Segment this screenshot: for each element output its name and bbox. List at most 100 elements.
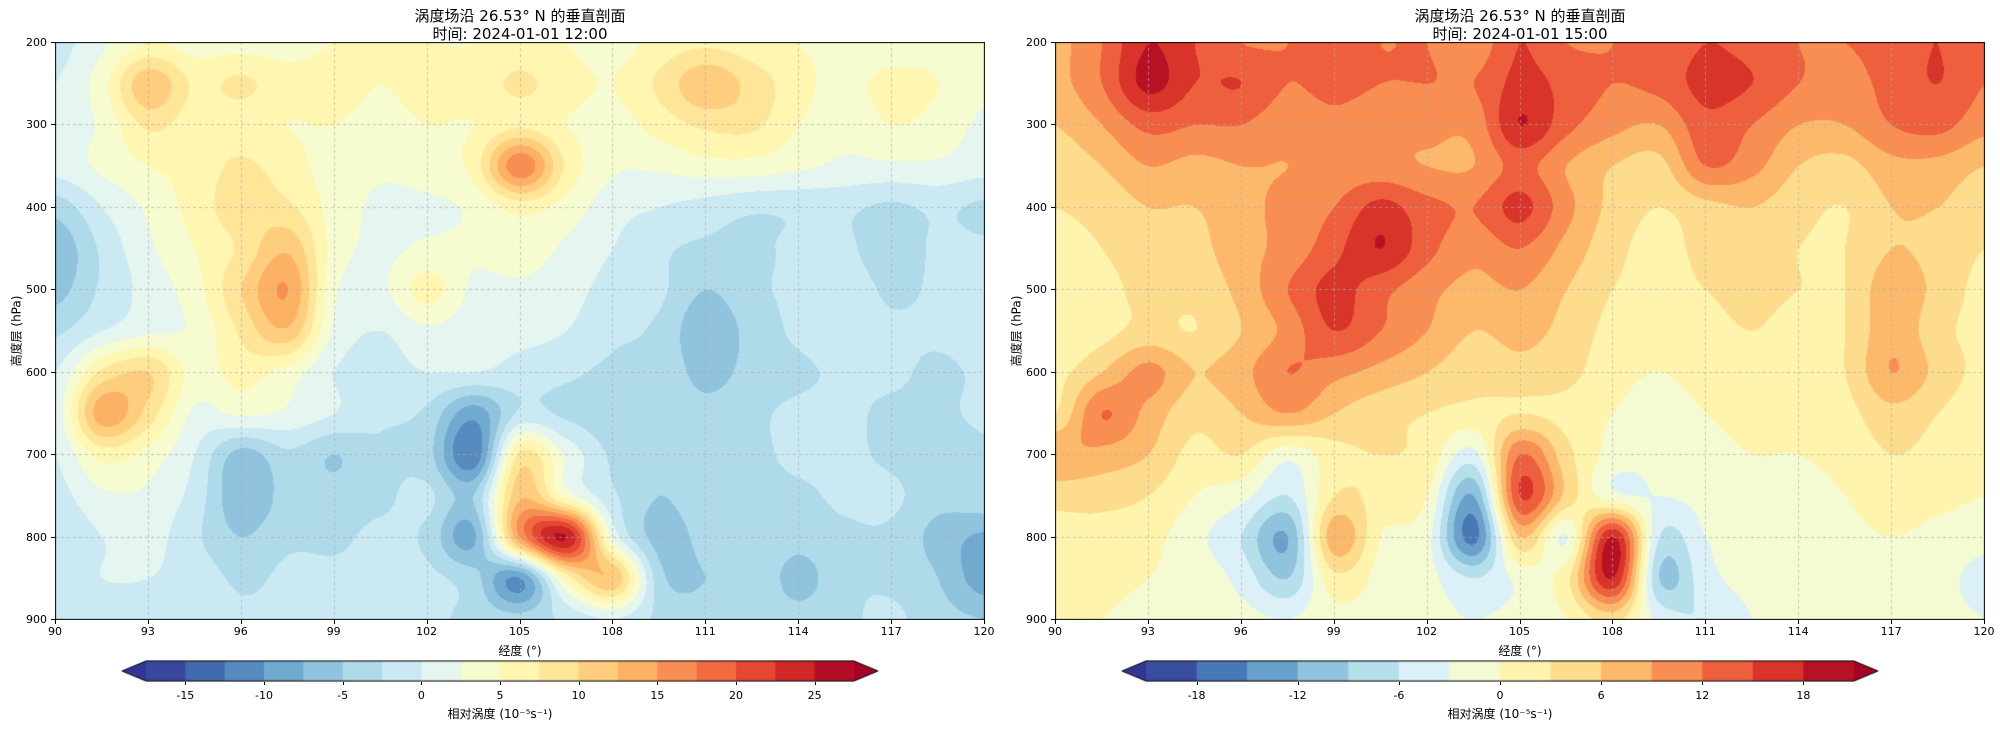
colorbar-tick-label: -5 xyxy=(337,689,349,702)
x-tick-mark xyxy=(1519,620,1521,624)
y-tick-mark xyxy=(51,42,55,43)
colorbar-tick-label: 25 xyxy=(807,689,822,702)
x-tick-label: 96 xyxy=(233,625,248,638)
y-axis-label: 高度层 (hPa) xyxy=(9,295,24,367)
y-tick-mark xyxy=(51,124,55,126)
colorbar-tick-label: 5 xyxy=(496,689,504,702)
colorbar-tick-label: 0 xyxy=(417,689,425,702)
colorbar-tick-mark xyxy=(264,682,265,685)
colorbar-tick-label: 15 xyxy=(650,689,665,702)
colorbar-tick-mark xyxy=(814,682,816,685)
x-tick-mark xyxy=(519,620,521,624)
y-tick-mark xyxy=(51,206,55,208)
x-tick-mark xyxy=(1240,620,1242,624)
x-axis-label: 经度 (°) xyxy=(498,644,542,658)
y-tick-mark xyxy=(1051,42,1055,43)
y-tick-label: 600 xyxy=(26,365,47,379)
x-tick-mark xyxy=(1798,620,1800,624)
colorbar-tick-label: -18 xyxy=(1187,689,1206,702)
x-axis-label: 经度 (°) xyxy=(1498,644,1542,658)
x-tick-label: 114 xyxy=(1787,625,1809,638)
x-tick-label: 117 xyxy=(1880,625,1902,638)
x-tick-mark xyxy=(1426,620,1428,624)
chart-subtitle-time: 时间: 2024-01-01 15:00 xyxy=(1432,25,1608,43)
colorbar-tick-mark xyxy=(736,682,737,685)
x-tick-label: 90 xyxy=(1048,625,1062,638)
y-tick-mark xyxy=(51,619,55,620)
y-tick-label: 800 xyxy=(1026,530,1047,544)
x-tick-mark xyxy=(333,620,335,624)
colorbar-tick-mark xyxy=(342,682,344,685)
x-tick-label: 114 xyxy=(787,625,809,638)
colorbar-tick-mark xyxy=(185,682,187,685)
y-tick-mark xyxy=(1051,124,1055,126)
figure-1500: 涡度场沿 26.53° N 的垂直剖面 时间: 2024-01-01 15:00… xyxy=(1000,0,2000,737)
colorbar-canvas xyxy=(1120,660,1880,682)
x-tick-mark xyxy=(612,620,614,624)
x-tick-label: 105 xyxy=(509,625,530,638)
colorbar-tick-label: -6 xyxy=(1393,689,1405,702)
x-tick-label: 90 xyxy=(48,625,62,638)
colorbar-tick-mark xyxy=(1601,682,1603,685)
y-tick-label: 400 xyxy=(26,200,47,214)
y-tick-label: 500 xyxy=(26,283,47,297)
x-tick-mark xyxy=(147,620,149,624)
x-tick-label: 102 xyxy=(416,625,438,638)
y-tick-mark xyxy=(1051,536,1055,538)
colorbar-tick-label: 12 xyxy=(1695,689,1710,702)
y-tick-label: 300 xyxy=(26,118,47,132)
colorbar-tick-mark xyxy=(1196,682,1198,685)
x-tick-mark xyxy=(705,620,707,624)
y-tick-label: 200 xyxy=(26,36,47,49)
y-tick-label: 900 xyxy=(26,613,47,626)
x-tick-mark xyxy=(1705,620,1707,624)
colorbar-tick-label: 10 xyxy=(571,689,586,702)
chart-subtitle-time: 时间: 2024-01-01 12:00 xyxy=(432,25,608,43)
chart-title: 涡度场沿 26.53° N 的垂直剖面 xyxy=(414,7,626,25)
colorbar-tick-label: 18 xyxy=(1796,689,1811,702)
x-tick-mark xyxy=(798,620,800,624)
contour-plot-canvas xyxy=(55,42,985,620)
colorbar-label: 相对涡度 (10⁻⁵s⁻¹) xyxy=(447,707,553,721)
y-tick-label: 500 xyxy=(1026,283,1047,297)
y-tick-mark xyxy=(51,536,55,538)
x-tick-label: 102 xyxy=(1416,625,1438,638)
colorbar-tick-label: -10 xyxy=(255,689,273,702)
colorbar-canvas xyxy=(120,660,880,682)
colorbar-tick-mark xyxy=(500,682,501,685)
colorbar-tick-mark xyxy=(1500,682,1501,685)
x-tick-label: 111 xyxy=(1694,625,1716,638)
y-tick-label: 700 xyxy=(26,448,47,462)
x-tick-label: 111 xyxy=(694,625,716,638)
x-tick-mark xyxy=(240,620,242,624)
colorbar-tick-label: 0 xyxy=(1496,689,1504,702)
x-tick-mark xyxy=(1984,620,1985,624)
x-tick-mark xyxy=(984,620,985,624)
x-tick-label: 105 xyxy=(1509,625,1530,638)
colorbar-tick-mark xyxy=(1803,682,1805,685)
colorbar-tick-label: -15 xyxy=(176,689,195,702)
x-tick-mark xyxy=(1333,620,1335,624)
x-tick-label: 108 xyxy=(1601,625,1623,638)
x-tick-mark xyxy=(891,620,893,624)
x-tick-mark xyxy=(1055,620,1056,624)
x-tick-mark xyxy=(55,620,56,624)
y-tick-label: 900 xyxy=(1026,613,1047,626)
x-tick-mark xyxy=(1147,620,1149,624)
x-tick-label: 99 xyxy=(326,625,341,638)
x-tick-label: 99 xyxy=(1326,625,1341,638)
colorbar-tick-mark xyxy=(421,682,423,685)
colorbar-tick-mark xyxy=(657,682,659,685)
colorbar-tick-mark xyxy=(578,682,580,685)
y-tick-label: 300 xyxy=(1026,118,1047,132)
y-tick-mark xyxy=(51,289,55,291)
chart-title: 涡度场沿 26.53° N 的垂直剖面 xyxy=(1414,7,1626,25)
figure-1200: 涡度场沿 26.53° N 的垂直剖面 时间: 2024-01-01 12:00… xyxy=(9,7,995,721)
y-tick-label: 400 xyxy=(1026,200,1047,214)
y-tick-mark xyxy=(51,371,55,373)
colorbar-tick-label: 6 xyxy=(1597,689,1605,702)
x-tick-label: 120 xyxy=(1973,625,1995,638)
colorbar-tick-label: 20 xyxy=(729,689,743,702)
y-tick-mark xyxy=(51,454,55,456)
